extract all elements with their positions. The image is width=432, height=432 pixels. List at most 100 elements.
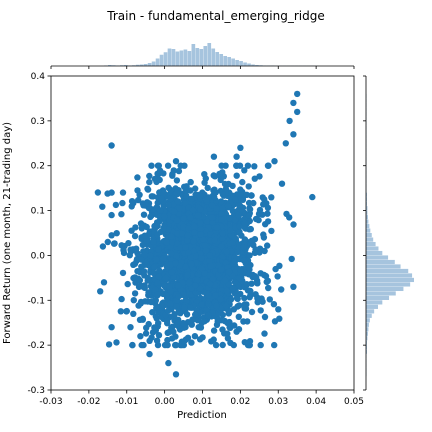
x-tick-label: 0.03 [268, 397, 288, 407]
scatter-point [232, 216, 239, 224]
scatter-point [174, 198, 182, 205]
scatter-point [197, 231, 204, 238]
scatter-point [219, 235, 226, 242]
scatter-point [245, 183, 252, 190]
scatter-point [197, 324, 205, 331]
scatter-point [184, 237, 191, 244]
scatter-point [241, 219, 249, 227]
x-tick-label: 0.01 [192, 397, 212, 407]
scatter-point [243, 281, 251, 288]
scatter-point [172, 341, 180, 349]
scatter-point [246, 206, 254, 213]
scatter-point [119, 199, 126, 207]
scatter-point [225, 281, 232, 288]
scatter-point [201, 318, 208, 325]
right-hist-bar [366, 246, 379, 251]
top-hist-bar [255, 65, 259, 66]
scatter-point [257, 307, 264, 314]
top-hist-bar [163, 52, 168, 66]
scatter-point [160, 189, 168, 197]
scatter-point [219, 204, 226, 212]
scatter-point [214, 318, 222, 325]
scatter-point [164, 320, 171, 327]
right-hist-bar [366, 322, 369, 327]
scatter-point [172, 158, 180, 165]
scatter-point [152, 256, 160, 263]
scatter-point [206, 252, 213, 259]
scatter-point [167, 195, 174, 203]
top-hist-bar [243, 62, 247, 66]
y-tick-label: -0.3 [27, 386, 45, 396]
scatter-point [164, 336, 171, 344]
marginal-axis-ticks [50, 66, 366, 391]
scatter-point [270, 301, 278, 308]
scatter-point [155, 246, 162, 253]
scatter-point [175, 282, 182, 289]
scatter-point [119, 269, 127, 277]
scatter-point [219, 230, 226, 237]
scatter-point [159, 302, 166, 310]
scatter-point [205, 311, 212, 319]
top-hist-bar [135, 64, 140, 66]
scatter-point [263, 278, 270, 286]
scatter-point [192, 185, 199, 192]
scatter-point [212, 292, 219, 299]
scatter-point [261, 330, 268, 337]
scatter-point [140, 341, 147, 349]
scatter-point [198, 255, 205, 262]
scatter-point [160, 255, 167, 262]
right-marginal-histogram [365, 76, 414, 390]
scatter-point [246, 294, 253, 301]
x-tick-label: 0.02 [230, 397, 250, 407]
scatter-point [247, 225, 254, 233]
scatter-point [261, 313, 269, 321]
scatter-point [130, 199, 137, 207]
scatter-point [146, 172, 153, 180]
scatter-point [256, 173, 263, 180]
scatter-point [173, 177, 181, 184]
top-hist-bar [227, 57, 231, 66]
scatter-point [237, 266, 244, 273]
scatter-point [218, 243, 225, 250]
scatter-point [229, 182, 236, 190]
scatter-point [160, 225, 167, 232]
y-axis-label: Forward Return (one month, 21-trading da… [2, 122, 13, 344]
scatter-point [138, 225, 145, 232]
right-hist-bar [366, 215, 368, 220]
scatter-point [207, 262, 215, 270]
scatter-point [155, 273, 163, 280]
top-hist-bar [251, 64, 255, 66]
scatter-point [176, 205, 183, 212]
scatter-points [94, 90, 316, 378]
scatter-point [158, 195, 165, 202]
scatter-point [163, 239, 170, 246]
scatter-point [227, 227, 234, 234]
scatter-point [181, 304, 188, 311]
scatter-point [154, 222, 161, 230]
scatter-point [218, 162, 225, 169]
scatter-point [290, 221, 297, 228]
scatter-point [146, 350, 153, 358]
scatter-point [181, 200, 189, 207]
scatter-point [129, 341, 136, 349]
scatter-point [127, 246, 134, 253]
scatter-point [241, 236, 249, 243]
scatter-point [108, 324, 115, 331]
scatter-point [179, 279, 186, 286]
scatter-point [240, 257, 248, 264]
scatter-point [233, 153, 240, 160]
scatter-point [154, 162, 162, 169]
right-hist-bar [366, 259, 395, 265]
scatter-point [201, 270, 208, 277]
scatter-point [210, 336, 217, 343]
scatter-point [119, 189, 127, 196]
top-hist-bar [211, 48, 216, 66]
scatter-point [204, 184, 211, 192]
scatter-point [148, 193, 155, 200]
scatter-point [271, 341, 278, 349]
right-hist-bar [366, 206, 368, 211]
scatter-point [237, 144, 244, 151]
scatter-point [108, 189, 115, 196]
y-tick-label: -0.1 [27, 296, 45, 306]
right-hist-bar [366, 233, 372, 238]
